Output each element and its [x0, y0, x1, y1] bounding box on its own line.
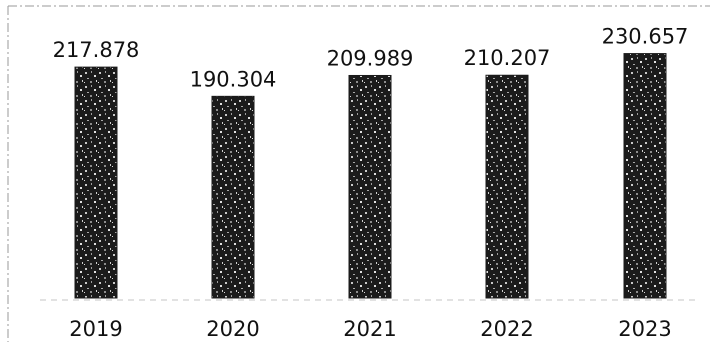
x-tick-label-2019: 2019: [69, 317, 122, 341]
value-labels-layer: 217.878 190.304 209.989 210.207 230.657: [53, 25, 689, 92]
bar-2022: [485, 74, 529, 299]
x-tick-label-2023: 2023: [618, 317, 671, 341]
bars-layer: [74, 53, 667, 299]
bar-2023: [623, 53, 667, 299]
x-tick-label-2021: 2021: [343, 317, 396, 341]
bar-2019: [74, 66, 118, 299]
value-label-2023: 230.657: [602, 25, 689, 49]
tick-labels-layer: 2019 2020 2021 2022 2023: [69, 317, 671, 341]
value-label-2019: 217.878: [53, 38, 140, 62]
value-label-2021: 209.989: [327, 46, 414, 70]
x-tick-label-2020: 2020: [206, 317, 259, 341]
bar-2021: [348, 74, 392, 299]
bar-2020: [211, 95, 255, 299]
value-label-2022: 210.207: [464, 46, 551, 70]
value-label-2020: 190.304: [190, 67, 277, 91]
x-tick-label-2022: 2022: [480, 317, 533, 341]
